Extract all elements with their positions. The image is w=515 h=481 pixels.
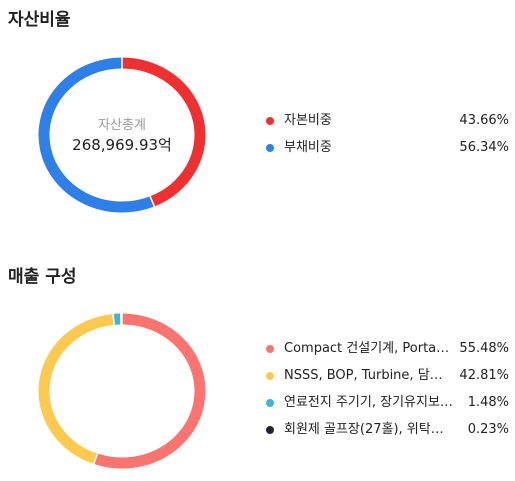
legend-label-compact: Compact 건설기계, Porta… <box>284 341 450 356</box>
legend-value-equity: 43.66% <box>459 113 509 128</box>
sales-composition-title: 매출 구성 <box>8 267 77 287</box>
total-assets-value: 268,969.93억 <box>72 136 172 154</box>
legend-value-fuelcell: 1.48% <box>467 395 509 410</box>
asset-ratio-donut <box>38 55 206 213</box>
legend-dot-debt <box>266 144 274 152</box>
legend-item-fuelcell[interactable]: 연료전지 주기기, 장기유지보… 1.48% <box>264 393 509 420</box>
legend-value-compact: 55.48% <box>459 341 509 356</box>
legend-item-compact[interactable]: Compact 건설기계, Porta… 55.48% <box>264 339 509 366</box>
sales-slice-nsss[interactable] <box>38 313 115 464</box>
sales-composition-legend: Compact 건설기계, Porta… 55.48% NSSS, BOP, T… <box>264 339 509 447</box>
legend-item-equity: 자본비중 43.66% <box>264 111 509 138</box>
legend-label-nsss: NSSS, BOP, Turbine, 담수… <box>284 368 454 383</box>
legend-dot-compact <box>266 345 274 353</box>
asset-ratio-title: 자산비율 <box>8 10 71 30</box>
legend-label-equity: 자본비중 <box>284 113 332 128</box>
legend-dot-equity <box>266 117 274 125</box>
legend-label-golf: 회원제 골프장(27홀), 위탁… <box>284 422 444 437</box>
legend-value-debt: 56.34% <box>459 140 509 155</box>
sales-slice-compact[interactable] <box>93 313 206 469</box>
asset-ratio-slice-separator <box>148 193 157 210</box>
legend-value-nsss: 42.81% <box>459 368 509 383</box>
legend-dot-golf <box>266 426 274 434</box>
legend-value-golf: 0.23% <box>467 422 509 437</box>
asset-ratio-slice-debt[interactable] <box>38 57 155 213</box>
legend-label-debt: 부채비중 <box>284 140 332 155</box>
sales-composition-donut <box>38 310 206 469</box>
asset-ratio-legend: 자본비중 43.66% 부채비중 56.34% <box>264 111 509 165</box>
sales-slice-separator <box>112 311 116 328</box>
asset-ratio-slice-equity[interactable] <box>121 57 206 207</box>
legend-dot-fuelcell <box>266 399 274 407</box>
legend-item-golf[interactable]: 회원제 골프장(27홀), 위탁… 0.23% <box>264 420 509 447</box>
legend-label-fuelcell: 연료전지 주기기, 장기유지보… <box>284 395 453 410</box>
total-assets-label: 자산총계 <box>98 118 146 133</box>
legend-item-debt: 부채비중 56.34% <box>264 138 509 165</box>
legend-item-nsss[interactable]: NSSS, BOP, Turbine, 담수… 42.81% <box>264 366 509 393</box>
legend-dot-nsss <box>266 372 274 380</box>
sales-slice-separator <box>92 450 100 467</box>
